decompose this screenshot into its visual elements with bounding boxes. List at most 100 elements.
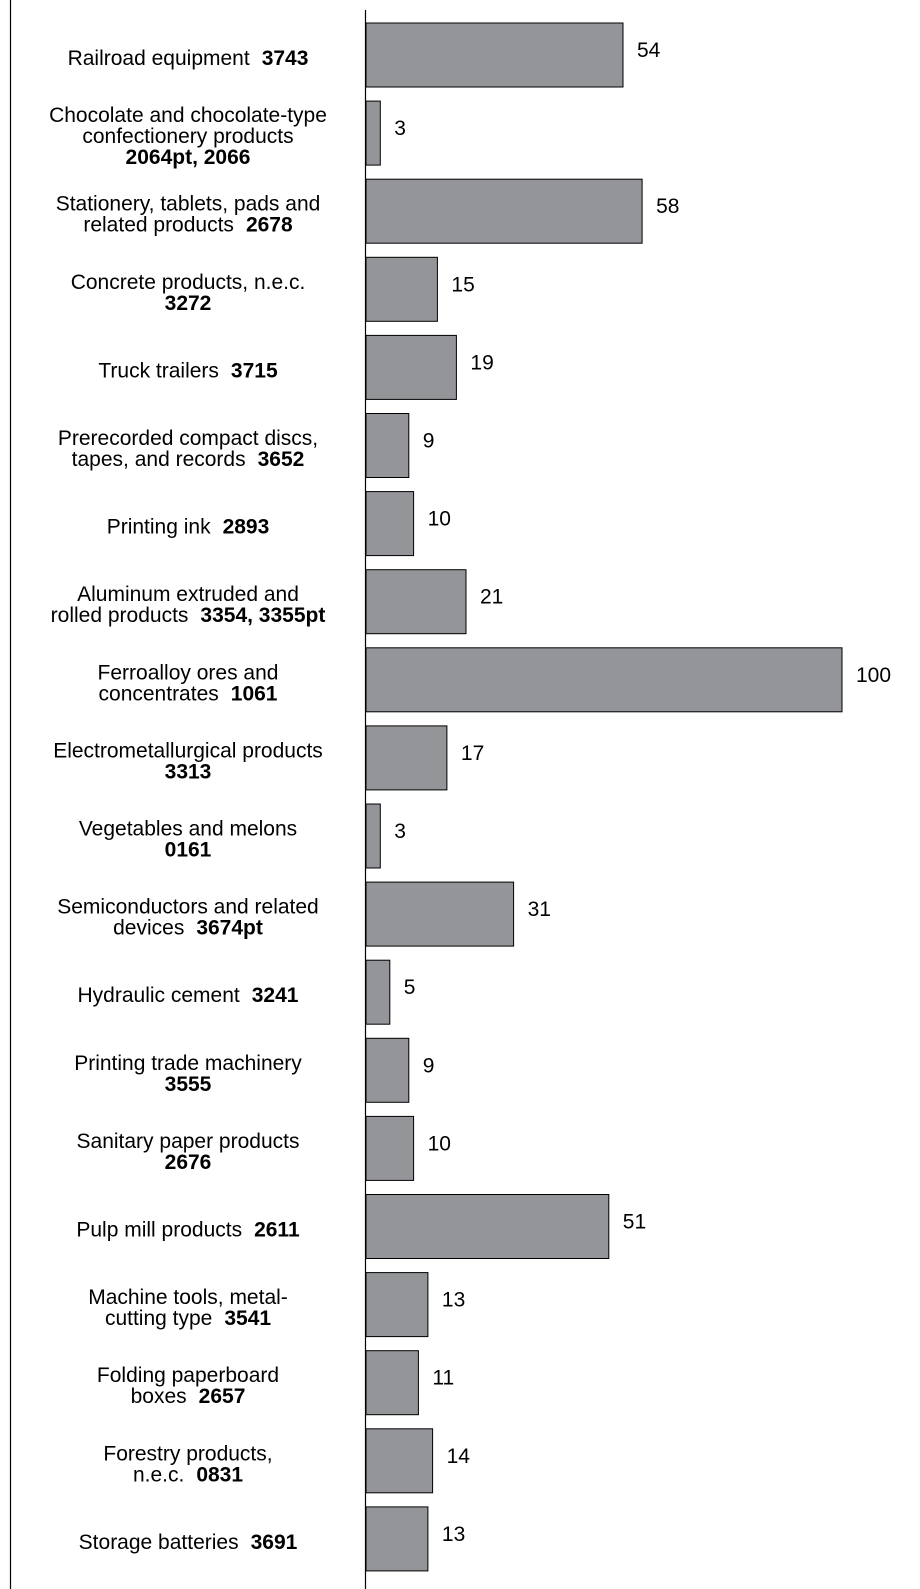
sic-code: 3541 <box>224 1307 271 1330</box>
value-label-9: 17 <box>461 742 484 765</box>
bar-13 <box>365 1037 410 1103</box>
bar-14 <box>365 1115 415 1181</box>
sic-code: 2678 <box>246 214 293 237</box>
category-text: rolled products <box>51 604 189 627</box>
category-text: cutting type <box>105 1307 212 1330</box>
bar-2 <box>365 178 643 244</box>
category-text: concentrates <box>99 682 219 705</box>
value-label-11: 31 <box>528 898 551 921</box>
value-label-10: 3 <box>394 820 406 843</box>
sic-code: 3272 <box>165 292 212 315</box>
bar-8 <box>365 647 843 713</box>
category-text: Prerecorded compact discs, <box>58 427 318 450</box>
sic-code: 0831 <box>196 1463 243 1486</box>
category-text: Stationery, tablets, pads and <box>56 193 321 216</box>
category-text: devices <box>113 917 184 940</box>
category-text: n.e.c. <box>133 1463 184 1486</box>
category-text: related products <box>83 214 234 237</box>
sic-code: 3743 <box>262 47 309 70</box>
category-text: Vegetables and melons <box>79 818 297 841</box>
sic-code: 3354, 3355pt <box>200 604 325 627</box>
sic-code: 0161 <box>165 839 212 862</box>
bar-19 <box>365 1506 429 1572</box>
category-text: Electrometallurgical products <box>53 739 323 762</box>
category-text: tapes, and records <box>72 448 246 471</box>
category-label-15: Pulp mill products 2611 <box>76 1219 300 1242</box>
category-label-9: Electrometallurgical products 3313 <box>53 739 323 783</box>
category-label-4: Truck trailers 3715 <box>98 359 278 382</box>
value-label-18: 14 <box>447 1445 471 1468</box>
sic-code: 3674pt <box>196 917 263 940</box>
sic-code: 3652 <box>258 448 305 471</box>
category-text: Printing trade machinery <box>74 1052 302 1075</box>
category-label-13: Printing trade machinery 3555 <box>74 1052 302 1096</box>
category-label-14: Sanitary paper products 2676 <box>77 1130 300 1174</box>
category-text: Machine tools, metal- <box>88 1286 288 1309</box>
category-labels-group: Railroad equipment 3743 Chocolate and choc… <box>49 47 327 1554</box>
bar-9 <box>365 725 448 791</box>
category-label-2: Stationery, tablets, pads and related pro… <box>56 193 321 237</box>
category-label-18: Forestry products, n.e.c. 0831 <box>103 1442 272 1486</box>
bar-5 <box>365 413 410 478</box>
category-text: Hydraulic cement <box>78 984 240 1007</box>
category-label-8: Ferroalloy ores and concentrates 1061 <box>98 661 279 705</box>
sic-code: 3715 <box>231 359 278 382</box>
sic-code: 3555 <box>165 1073 212 1096</box>
value-label-1: 3 <box>394 117 406 140</box>
category-text: Railroad equipment <box>68 47 250 70</box>
category-label-16: Machine tools, metal-cutting type 3541 <box>88 1286 288 1330</box>
bar-11 <box>365 881 515 947</box>
category-label-1: Chocolate and chocolate-type confectioner… <box>49 104 327 169</box>
category-label-11: Semiconductors and related devices 3674pt <box>57 896 319 940</box>
category-text: Pulp mill products <box>76 1219 242 1242</box>
bar-6 <box>365 491 415 557</box>
bar-1 <box>365 100 381 166</box>
category-label-0: Railroad equipment 3743 <box>68 47 309 70</box>
category-text: Ferroalloy ores and <box>98 661 279 684</box>
bar-16 <box>365 1272 429 1338</box>
value-label-2: 58 <box>656 195 679 218</box>
bar-4 <box>365 334 457 400</box>
category-text: Truck trailers <box>98 359 219 382</box>
bars-group <box>365 22 843 1572</box>
sic-code: 3241 <box>252 984 299 1007</box>
value-label-16: 13 <box>442 1289 465 1312</box>
sic-code: 2657 <box>199 1385 246 1408</box>
bar-10 <box>365 803 381 869</box>
value-label-13: 9 <box>423 1054 435 1077</box>
value-label-8: 100 <box>856 664 891 687</box>
sic-code: 2893 <box>223 516 270 539</box>
bar-7 <box>365 569 467 635</box>
category-label-7: Aluminum extruded and rolled products 3354… <box>51 583 326 627</box>
category-text: confectionery products <box>82 125 293 148</box>
sic-code: 2676 <box>165 1151 212 1174</box>
category-text: Sanitary paper products <box>77 1130 300 1153</box>
category-text: Chocolate and chocolate-type <box>49 104 327 127</box>
category-text: Folding paperboard <box>97 1364 279 1387</box>
category-label-6: Printing ink 2893 <box>107 516 270 539</box>
value-label-14: 10 <box>428 1132 451 1155</box>
category-text: Aluminum extruded and <box>77 583 299 606</box>
sic-code: 2611 <box>254 1219 300 1242</box>
category-label-19: Storage batteries 3691 <box>79 1531 298 1554</box>
category-label-12: Hydraulic cement 3241 <box>78 984 299 1007</box>
value-label-3: 15 <box>451 273 474 296</box>
bar-3 <box>365 256 438 322</box>
bar-17 <box>365 1350 419 1416</box>
bar-12 <box>365 959 391 1025</box>
bar-15 <box>365 1194 610 1259</box>
value-label-19: 13 <box>442 1523 465 1546</box>
sic-code: 2064pt, 2066 <box>126 146 251 169</box>
sic-code: 3691 <box>251 1531 298 1554</box>
value-label-12: 5 <box>404 976 416 999</box>
bar-0 <box>365 22 624 88</box>
value-label-5: 9 <box>423 430 435 453</box>
value-label-15: 51 <box>623 1211 646 1234</box>
category-label-3: Concrete products, n.e.c. 3272 <box>71 271 306 315</box>
category-text: Concrete products, n.e.c. <box>71 271 306 294</box>
value-label-17: 11 <box>432 1367 454 1390</box>
category-text: Semiconductors and related <box>57 896 319 919</box>
category-label-5: Prerecorded compact discs, tapes, and rec… <box>58 427 318 471</box>
